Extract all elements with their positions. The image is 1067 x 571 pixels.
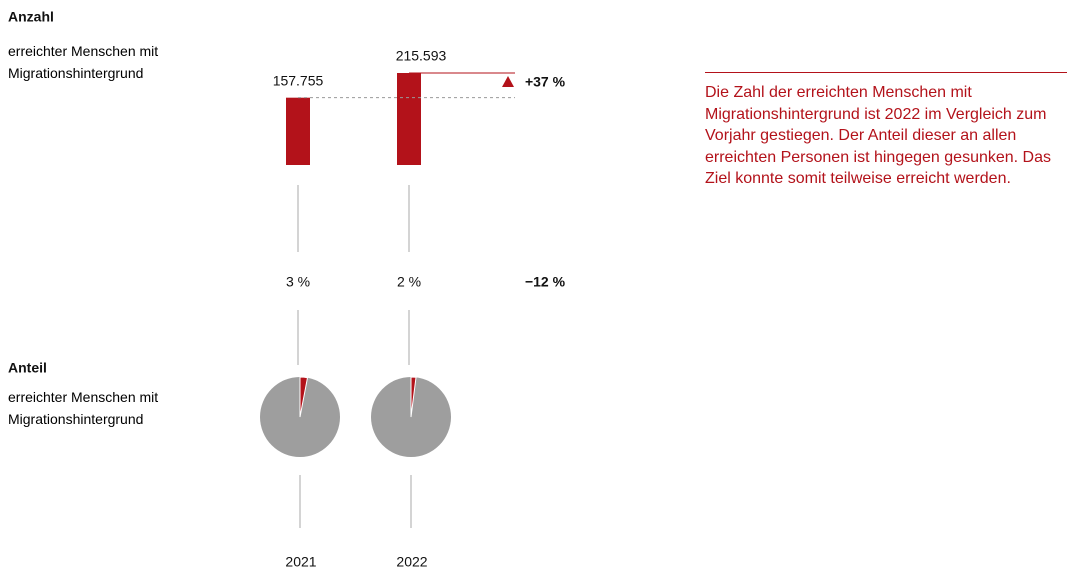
chart-title: Anzahl — [8, 9, 54, 25]
pie-slice — [410, 376, 417, 418]
note: Die Zahl der erreichten Menschen mit Mig… — [705, 72, 1067, 190]
up-arrow — [502, 76, 514, 87]
value-label: 215.593 — [396, 48, 447, 64]
bar — [397, 73, 421, 165]
change-label: +37 % — [525, 74, 566, 90]
value-label: 3 % — [286, 274, 310, 290]
year-label: 2021 — [285, 554, 316, 570]
bar — [286, 97, 310, 165]
bar-subtitle: erreichter Menschen mit Migrationshinter… — [8, 43, 159, 81]
change-label: −12 % — [525, 274, 566, 290]
year-label: 2022 — [396, 554, 427, 570]
value-label: 2 % — [397, 274, 421, 290]
value-label: 157.755 — [273, 72, 324, 88]
chart-title: Anteil — [8, 360, 47, 376]
chart: Anzahl 157.755 2021 215.593 2022 +37 % Anteil 3… — [8, 9, 566, 570]
pie-subtitle: erreichter Menschen mit Migrationshinter… — [8, 389, 159, 427]
pie-slice — [299, 376, 309, 418]
